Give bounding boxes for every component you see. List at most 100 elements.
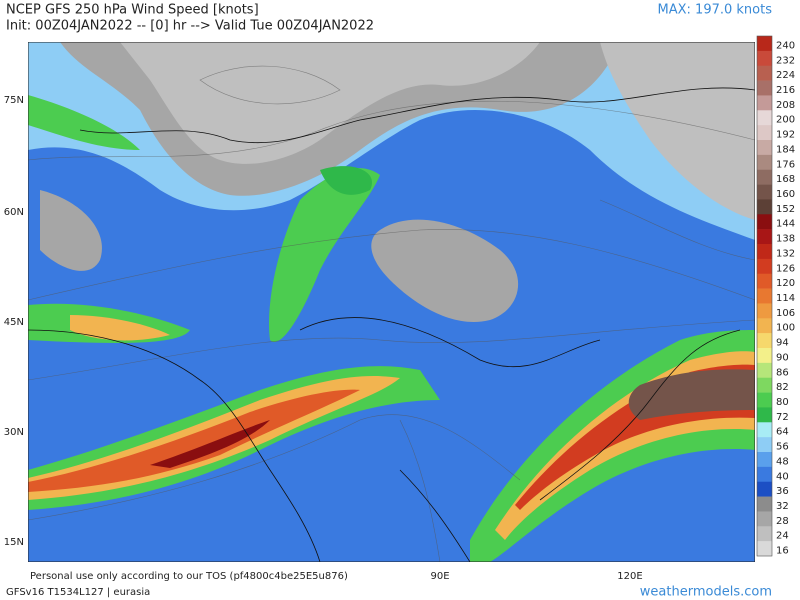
- coastlines: [28, 87, 755, 562]
- jet-stream: [28, 389, 360, 492]
- colorbar-swatch: [757, 36, 772, 52]
- colorbar-label: 200: [776, 115, 795, 126]
- colorbar-swatch: [757, 541, 772, 557]
- colorbar-label: 232: [776, 55, 795, 66]
- colorbar-label: 36: [776, 486, 789, 497]
- colorbar-frame: [756, 35, 773, 557]
- colorbar-swatch: [757, 362, 772, 379]
- colorbar-swatch: [757, 80, 772, 96]
- slow-wind-region: [40, 190, 102, 271]
- colorbar-label: 114: [776, 293, 795, 304]
- colorbar-swatch: [757, 65, 772, 81]
- colorbar-label: 16: [776, 546, 789, 557]
- colorbar-swatch: [757, 437, 772, 453]
- latitude-label: 15N: [4, 537, 24, 548]
- colorbar-label: 100: [776, 323, 795, 334]
- colorbar-label: 138: [776, 234, 795, 245]
- colorbar-swatch: [757, 377, 772, 393]
- colorbar-swatch: [757, 392, 772, 408]
- streamlines: [28, 65, 755, 562]
- subtitle: Init: 00Z04JAN2022 -- [0] hr --> Valid T…: [6, 19, 374, 34]
- colorbar-swatch: [757, 288, 772, 304]
- colorbar-label: 56: [776, 442, 789, 453]
- colorbar-label: 240: [776, 40, 795, 51]
- colorbar-swatch: [757, 95, 772, 111]
- colorbar-label: 64: [776, 427, 789, 438]
- latitude-label: 45N: [4, 317, 24, 328]
- colorbar-swatch: [757, 140, 772, 156]
- colorbar-label: 120: [776, 278, 795, 289]
- colorbar-label: 144: [776, 219, 795, 230]
- colorbar-label: 86: [776, 367, 789, 378]
- longitude-label: 120E: [617, 571, 642, 582]
- colorbar-label: 72: [776, 412, 789, 423]
- colorbar-swatch: [757, 229, 772, 245]
- disclaimer: Personal use only according to our TOS (…: [30, 571, 348, 582]
- colorbar-swatch: [757, 318, 772, 334]
- colorbar-label: 32: [776, 501, 789, 512]
- colorbar-swatch: [757, 154, 772, 171]
- fast-wind-band: [269, 168, 380, 342]
- colorbar-label: 216: [776, 85, 795, 96]
- colorbar-label: 184: [776, 144, 795, 155]
- colorbar-swatch: [757, 214, 772, 230]
- colorbar-swatch: [757, 452, 772, 468]
- colorbar-label: 48: [776, 456, 789, 467]
- colorbar-swatch: [757, 303, 772, 319]
- colorbar-label: 160: [776, 189, 795, 200]
- colorbar-swatch: [757, 333, 772, 349]
- colorbar-swatch: [757, 422, 772, 438]
- colorbar-swatch: [757, 184, 772, 200]
- slow-wind-region: [371, 219, 519, 322]
- fast-wind-band: [320, 166, 372, 195]
- latitude-label: 60N: [4, 207, 24, 218]
- colorbar-swatch: [757, 407, 772, 423]
- colorbar-swatch: [757, 110, 772, 126]
- slow-wind-region: [600, 42, 755, 220]
- colorbar-swatch: [757, 526, 772, 542]
- colorbar-swatch: [757, 258, 772, 275]
- colorbar-label: 176: [776, 159, 795, 170]
- colorbar-label: 168: [776, 174, 795, 185]
- jet-stream-core: [628, 369, 755, 420]
- colorbar-label: 94: [776, 338, 789, 349]
- colorbar-swatch: [757, 244, 772, 260]
- colorbar-swatch: [757, 466, 772, 483]
- colorbar-swatch: [757, 481, 772, 497]
- title: NCEP GFS 250 hPa Wind Speed [knots]: [6, 3, 259, 18]
- slow-wind-region: [120, 42, 540, 164]
- max-label: MAX: 197.0 knots: [658, 3, 773, 18]
- model-info: GFSv16 T1534L127 | eurasia: [6, 587, 150, 598]
- colorbar-label: 132: [776, 248, 795, 259]
- fast-wind-band: [70, 315, 170, 341]
- colorbar-label: 192: [776, 130, 795, 141]
- colorbar-swatch: [757, 199, 772, 215]
- colorbar-swatch: [757, 50, 772, 67]
- latitude-label: 75N: [4, 95, 24, 106]
- colorbar-label: 24: [776, 531, 789, 542]
- colorbar-swatch: [757, 348, 772, 364]
- colorbar-label: 126: [776, 263, 795, 274]
- latitude-label: 30N: [4, 427, 24, 438]
- jet-stream: [150, 420, 270, 468]
- colorbar-swatch: [757, 273, 772, 289]
- colorbar-label: 80: [776, 397, 789, 408]
- colorbar-swatch: [757, 496, 772, 512]
- colorbar-label: 208: [776, 100, 795, 111]
- colorbar-label: 82: [776, 382, 789, 393]
- colorbar-label: 28: [776, 516, 789, 527]
- colorbar-swatch: [757, 169, 772, 185]
- colorbar-swatch: [757, 125, 772, 141]
- colorbar-swatch: [757, 511, 772, 527]
- colorbar-label: 224: [776, 70, 795, 81]
- colorbar-label: 152: [776, 204, 795, 215]
- fast-wind-band: [28, 95, 140, 150]
- colorbar-label: 40: [776, 471, 789, 482]
- wind-map: [28, 42, 755, 562]
- longitude-label: 90E: [430, 571, 449, 582]
- site-link[interactable]: weathermodels.com: [640, 585, 772, 600]
- colorbar-label: 106: [776, 308, 795, 319]
- colorbar-label: 90: [776, 352, 789, 363]
